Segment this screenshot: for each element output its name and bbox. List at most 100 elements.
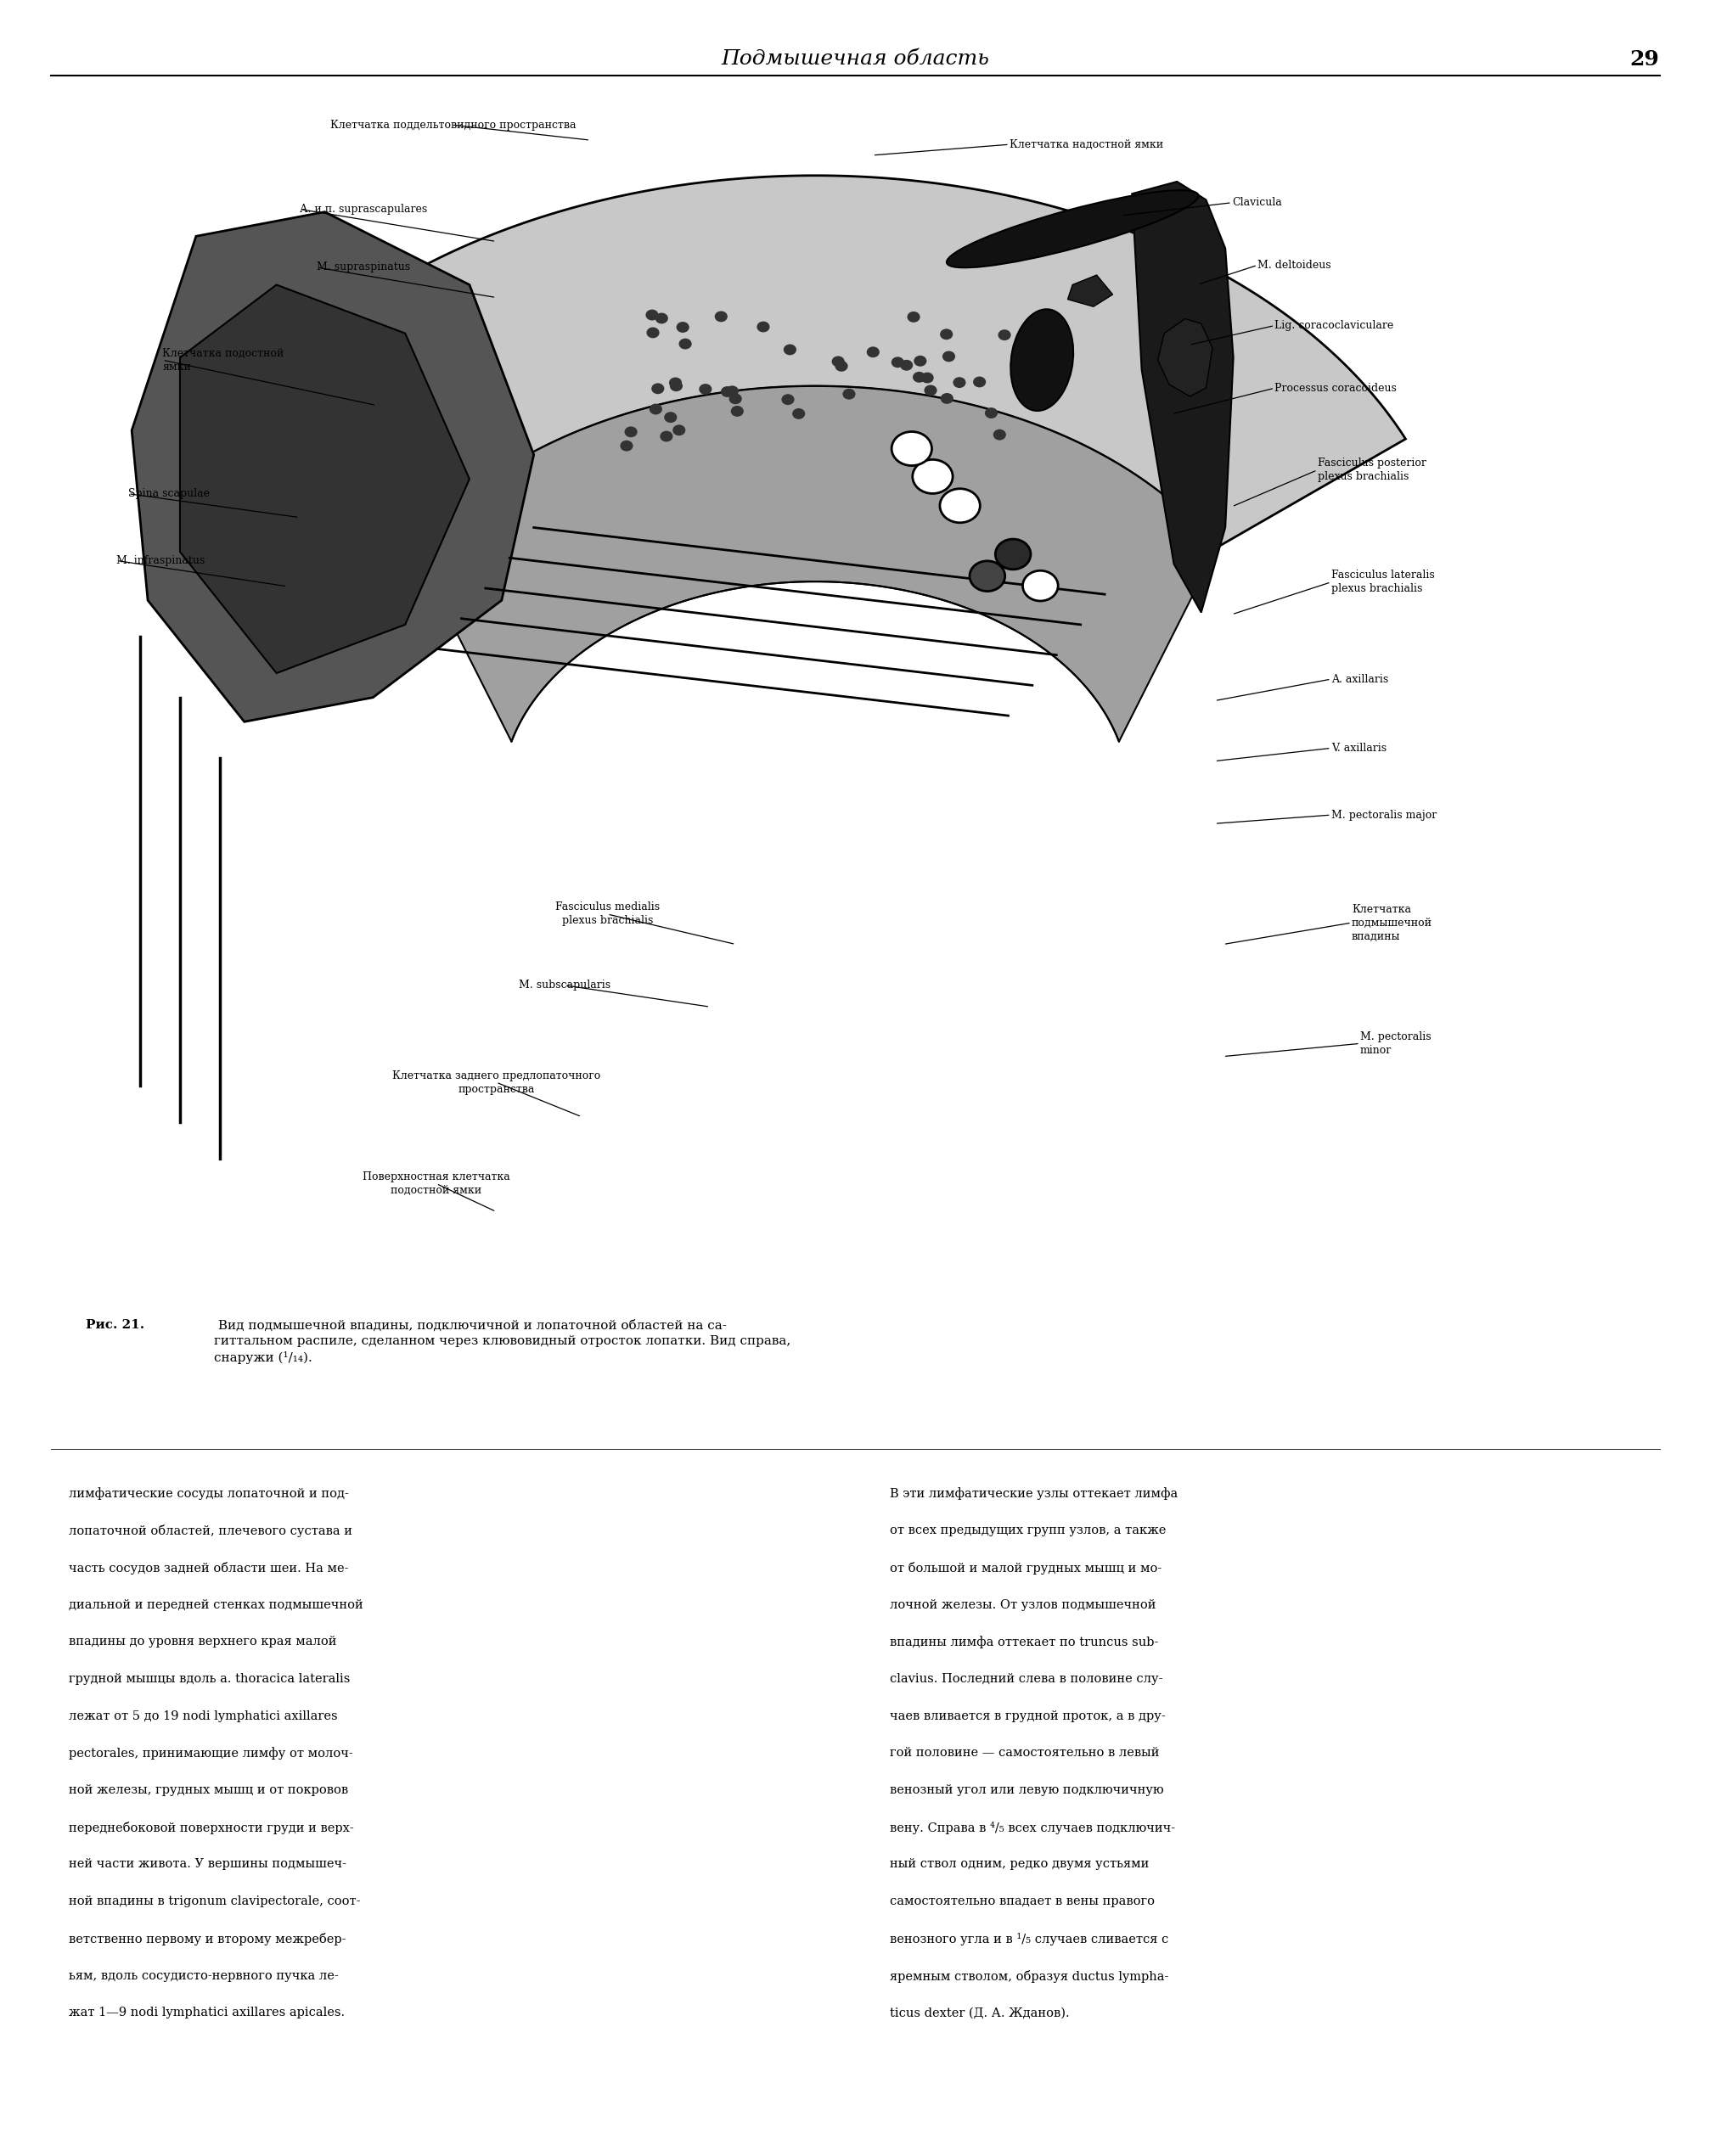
Ellipse shape (619, 440, 633, 451)
Ellipse shape (995, 539, 1029, 569)
Text: Клетчатка надостной ямки: Клетчатка надостной ямки (1009, 138, 1163, 151)
Text: диальной и передней стенках подмышечной: диальной и передней стенках подмышечной (68, 1600, 363, 1611)
Text: M. supraspinatus: M. supraspinatus (316, 261, 410, 274)
Ellipse shape (756, 321, 770, 332)
Text: часть сосудов задней области шеи. На ме-: часть сосудов задней области шеи. На ме- (68, 1561, 349, 1574)
Ellipse shape (669, 377, 682, 388)
Ellipse shape (946, 190, 1197, 267)
Text: Processus coracoideus: Processus coracoideus (1274, 382, 1395, 395)
Text: M. infraspinatus: M. infraspinatus (116, 554, 205, 567)
Text: Подмышечная область: Подмышечная область (722, 50, 988, 69)
Ellipse shape (663, 412, 677, 423)
Ellipse shape (939, 489, 980, 522)
Polygon shape (224, 175, 1406, 548)
Text: гой половине — самостоятельно в левый: гой половине — самостоятельно в левый (889, 1746, 1159, 1759)
Polygon shape (1158, 319, 1212, 397)
Text: самостоятельно впадает в вены правого: самостоятельно впадает в вены правого (889, 1895, 1154, 1908)
Text: M. deltoideus: M. deltoideus (1257, 259, 1330, 272)
Text: Рис. 21.: Рис. 21. (86, 1319, 144, 1332)
Ellipse shape (730, 405, 744, 416)
Polygon shape (1132, 181, 1233, 612)
Text: ветственно первому и второму межребер-: ветственно первому и второму межребер- (68, 1932, 345, 1945)
Ellipse shape (781, 395, 793, 405)
Text: Fasciculus lateralis
plexus brachialis: Fasciculus lateralis plexus brachialis (1330, 569, 1433, 595)
Ellipse shape (728, 392, 742, 405)
Text: яремным стволом, образуя ductus lympha-: яремным стволом, образуя ductus lympha- (889, 1971, 1168, 1984)
Ellipse shape (650, 403, 662, 414)
Text: лопаточной областей, плечевого сустава и: лопаточной областей, плечевого сустава и (68, 1524, 352, 1537)
Ellipse shape (985, 407, 997, 418)
Ellipse shape (675, 321, 689, 332)
Ellipse shape (970, 561, 1004, 591)
Text: впадины до уровня верхнего края малой: впадины до уровня верхнего края малой (68, 1636, 337, 1647)
Ellipse shape (792, 407, 805, 418)
Ellipse shape (843, 388, 855, 399)
Text: M. pectoralis major: M. pectoralis major (1330, 808, 1436, 821)
Ellipse shape (911, 371, 925, 382)
Ellipse shape (942, 351, 954, 362)
Text: чаев вливается в грудной проток, а в дру-: чаев вливается в грудной проток, а в дру… (889, 1710, 1165, 1723)
Ellipse shape (834, 360, 848, 371)
Text: Клетчатка
подмышечной
впадины: Клетчатка подмышечной впадины (1351, 903, 1431, 942)
Ellipse shape (720, 386, 734, 397)
Ellipse shape (669, 379, 682, 392)
Ellipse shape (655, 313, 667, 323)
Text: грудной мышцы вдоль а. thoracica lateralis: грудной мышцы вдоль а. thoracica lateral… (68, 1673, 349, 1686)
Text: переднебоковой поверхности груди и верх-: переднебоковой поверхности груди и верх- (68, 1822, 354, 1835)
Polygon shape (414, 386, 1216, 742)
Ellipse shape (672, 425, 686, 436)
Text: Fasciculus medialis
plexus brachialis: Fasciculus medialis plexus brachialis (554, 901, 660, 927)
Text: от всех предыдущих групп узлов, а также: от всех предыдущих групп узлов, а также (889, 1524, 1165, 1537)
Text: лимфатические сосуды лопаточной и под-: лимфатические сосуды лопаточной и под- (68, 1488, 349, 1501)
Ellipse shape (913, 356, 927, 367)
Text: от большой и малой грудных мышц и мо-: от большой и малой грудных мышц и мо- (889, 1561, 1161, 1574)
Text: Клетчатка поддельтовидного пространства: Клетчатка поддельтовидного пространства (330, 119, 576, 132)
Ellipse shape (891, 431, 932, 466)
Text: лежат от 5 до 19 nodi lymphatici axillares: лежат от 5 до 19 nodi lymphatici axillar… (68, 1710, 337, 1723)
Ellipse shape (783, 345, 795, 356)
Text: Вид подмышечной впадины, подключичной и лопаточной областей на са-
гиттальном ра: Вид подмышечной впадины, подключичной и … (214, 1319, 790, 1365)
Ellipse shape (923, 386, 937, 397)
Ellipse shape (906, 310, 920, 323)
Text: ней части живота. У вершины подмышеч-: ней части живота. У вершины подмышеч- (68, 1858, 345, 1871)
Ellipse shape (645, 310, 658, 321)
Text: 29: 29 (1630, 50, 1659, 69)
Text: ной впадины в trigonum clavipectorale, соот-: ной впадины в trigonum clavipectorale, с… (68, 1895, 359, 1908)
Ellipse shape (646, 328, 658, 338)
Text: лочной железы. От узлов подмышечной: лочной железы. От узлов подмышечной (889, 1600, 1156, 1611)
Text: жат 1—9 nodi lymphatici axillares apicales.: жат 1—9 nodi lymphatici axillares apical… (68, 2007, 344, 2018)
Ellipse shape (920, 373, 934, 384)
Ellipse shape (699, 384, 711, 395)
Text: ной железы, грудных мышц и от покровов: ной железы, грудных мышц и от покровов (68, 1785, 347, 1796)
Ellipse shape (660, 431, 672, 442)
Ellipse shape (725, 386, 739, 397)
Text: ный ствол одним, редко двумя устьями: ный ствол одним, редко двумя устьями (889, 1858, 1149, 1871)
Ellipse shape (652, 384, 663, 395)
Ellipse shape (891, 356, 903, 369)
Text: Поверхностная клетчатка
подостной ямки: Поверхностная клетчатка подостной ямки (363, 1171, 510, 1197)
Polygon shape (180, 285, 469, 673)
Text: Lig. coracoclaviculare: Lig. coracoclaviculare (1274, 319, 1394, 332)
Ellipse shape (679, 338, 691, 349)
Text: M. subscapularis: M. subscapularis (518, 979, 610, 992)
Text: Clavicula: Clavicula (1231, 196, 1281, 209)
Text: ьям, вдоль сосудисто-нервного пучка ле-: ьям, вдоль сосудисто-нервного пучка ле- (68, 1971, 339, 1981)
Ellipse shape (1023, 571, 1057, 602)
Ellipse shape (911, 459, 952, 494)
Ellipse shape (997, 330, 1011, 341)
Ellipse shape (624, 427, 638, 438)
Text: clavius. Последний слева в половине слу-: clavius. Последний слева в половине слу- (889, 1673, 1163, 1686)
Ellipse shape (1011, 308, 1072, 412)
Ellipse shape (952, 377, 966, 388)
Ellipse shape (939, 328, 952, 341)
Ellipse shape (867, 347, 879, 358)
Ellipse shape (899, 360, 913, 371)
Text: впадины лимфа оттекает по truncus sub-: впадины лимфа оттекает по truncus sub- (889, 1636, 1158, 1649)
Text: pectorales, принимающие лимфу от молоч-: pectorales, принимающие лимфу от молоч- (68, 1746, 352, 1759)
Text: ticus dexter (Д. А. Жданов).: ticus dexter (Д. А. Жданов). (889, 2007, 1069, 2018)
Text: В эти лимфатические узлы оттекает лимфа: В эти лимфатические узлы оттекает лимфа (889, 1488, 1176, 1501)
Polygon shape (1067, 276, 1112, 306)
Text: Spina scapulae: Spina scapulae (128, 487, 210, 500)
Ellipse shape (994, 429, 1005, 440)
Ellipse shape (941, 392, 952, 403)
